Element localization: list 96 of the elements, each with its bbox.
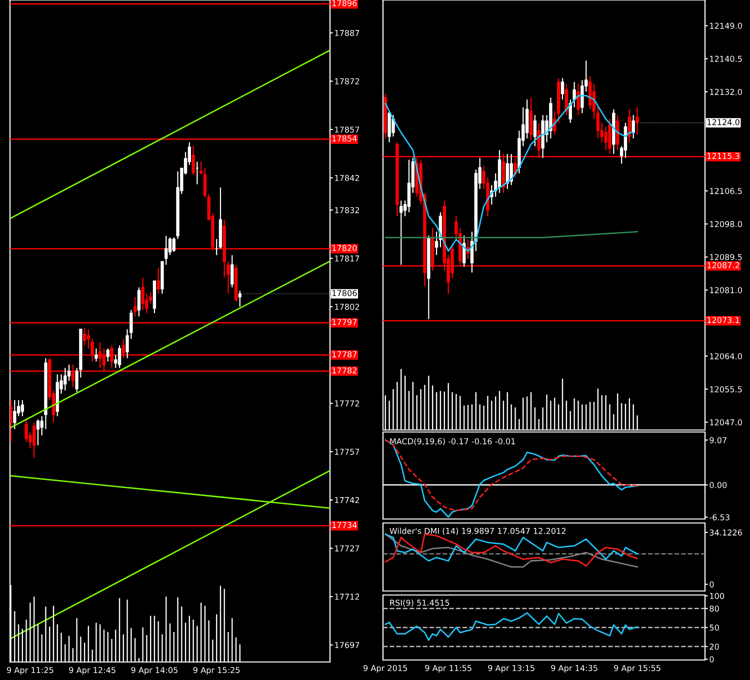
candlestick [576, 83, 580, 116]
y-tick-label: 17697 [335, 642, 360, 648]
candlestick [636, 106, 639, 136]
candlestick [608, 118, 612, 155]
candlestick [199, 161, 203, 176]
candlestick [106, 348, 110, 362]
y-tick-label: 0 [710, 581, 714, 588]
annotation: 17806 [332, 290, 357, 296]
y-tick-label: 12098.0 [710, 221, 742, 228]
y-tick-label: 12055.5 [710, 386, 742, 392]
y-tick-label: 17887 [335, 30, 360, 36]
ref-line-label: 12115.3 [707, 152, 740, 160]
y-tick-label: 12081.0 [710, 287, 742, 294]
candlestick [529, 97, 533, 141]
ref-line-label: 17820 [332, 244, 357, 252]
candlestick [67, 364, 71, 382]
text: MACD(9,19,6) -0.17 -0.16 -0.01 [390, 438, 515, 446]
candlestick [13, 400, 16, 430]
ref-line-label: 17787 [332, 351, 357, 358]
y-tick-label: 17842 [335, 174, 359, 181]
x-tick-label: 9 Apr 14:35 [551, 665, 598, 673]
y-tick-label: 12064.0 [710, 353, 742, 360]
y-tick-label: 12149.0 [710, 22, 742, 29]
candlestick [156, 267, 160, 294]
y-tick-label: 0 [710, 656, 714, 662]
candlestick [203, 168, 207, 198]
annotation: 12124.0 [707, 119, 740, 126]
candlestick [64, 367, 67, 391]
candlestick [82, 327, 86, 346]
y-tick-label: 50 [710, 624, 719, 631]
y-tick-label: 12106.5 [710, 188, 742, 194]
candlestick [596, 106, 600, 139]
candlestick [230, 254, 234, 288]
x-tick-label: 9 Apr 13:15 [488, 665, 534, 673]
text: RSI(9) 51.4515 [390, 600, 450, 607]
line-series [384, 612, 638, 641]
x-tick-label: 9 Apr 14:05 [131, 667, 178, 675]
y-tick-label: 17817 [335, 255, 360, 262]
text: Wilder's DMI (14) 19.9897 17.0547 12.2012 [390, 528, 566, 535]
candlestick [137, 286, 141, 317]
candlestick [168, 236, 172, 256]
candlestick [238, 290, 242, 308]
y-tick-label: -6.53 [710, 514, 730, 520]
y-tick-label: 17872 [335, 78, 359, 84]
ref-line-label: 17896 [332, 0, 357, 6]
x-tick-label: 9 Apr 2015 [364, 665, 407, 673]
y-tick-label: 17742 [335, 497, 359, 504]
candlestick [434, 231, 438, 256]
ref-line-label: 12087.2 [707, 262, 740, 268]
y-tick-label: 20 [710, 644, 719, 650]
ref-line-label: 12073.1 [707, 316, 740, 324]
ref-line-label: 17782 [332, 367, 356, 374]
y-tick-label: 17832 [335, 207, 359, 214]
candlestick [133, 296, 137, 317]
y-tick-label: 34.1226 [710, 529, 742, 536]
y-tick-label: 0.00 [710, 482, 727, 488]
y-tick-label: 17757 [335, 448, 360, 455]
y-tick-label: 12132.0 [710, 88, 742, 95]
candlestick [32, 422, 36, 459]
x-tick-label: 9 Apr 11:25 [7, 667, 54, 675]
y-tick-label: 100 [710, 592, 724, 599]
candlestick [118, 344, 122, 368]
candlestick [560, 78, 564, 100]
y-tick-label: 12089.5 [710, 254, 742, 260]
candlestick [20, 400, 24, 417]
candlestick [36, 418, 40, 446]
x-tick-label: 9 Apr 15:25 [193, 667, 240, 675]
candlestick [94, 348, 98, 362]
y-tick-label: 12047.0 [710, 419, 742, 426]
candlestick [604, 126, 608, 151]
y-tick-label: 17727 [335, 545, 360, 552]
candlestick [525, 98, 529, 139]
candlestick [533, 114, 537, 147]
y-tick-label: 12140.5 [710, 56, 742, 62]
candlestick [407, 159, 411, 213]
candlestick [400, 200, 403, 266]
y-tick-label: 17802 [335, 304, 359, 310]
candlestick [510, 153, 513, 186]
y-tick-label: 80 [710, 606, 719, 612]
y-tick-label: 9.07 [710, 437, 726, 444]
x-tick-label: 9 Apr 11:55 [425, 665, 472, 673]
y-tick-label: 17772 [335, 400, 359, 406]
candlestick [141, 277, 144, 310]
ref-line-label: 17734 [332, 522, 357, 528]
candlestick [392, 114, 395, 138]
candlestick [632, 114, 635, 139]
x-tick-label: 9 Apr 15:55 [614, 665, 660, 673]
ref-line-label: 17797 [332, 319, 357, 326]
ref-line-label: 17854 [332, 135, 357, 142]
y-tick-label: 17857 [335, 126, 360, 133]
candlestick [192, 145, 195, 176]
x-tick-label: 9 Apr 12:45 [69, 667, 116, 675]
candlestick [10, 400, 12, 443]
candlestick [388, 110, 391, 143]
y-tick-label: 17712 [335, 594, 359, 600]
candlestick [588, 76, 592, 110]
